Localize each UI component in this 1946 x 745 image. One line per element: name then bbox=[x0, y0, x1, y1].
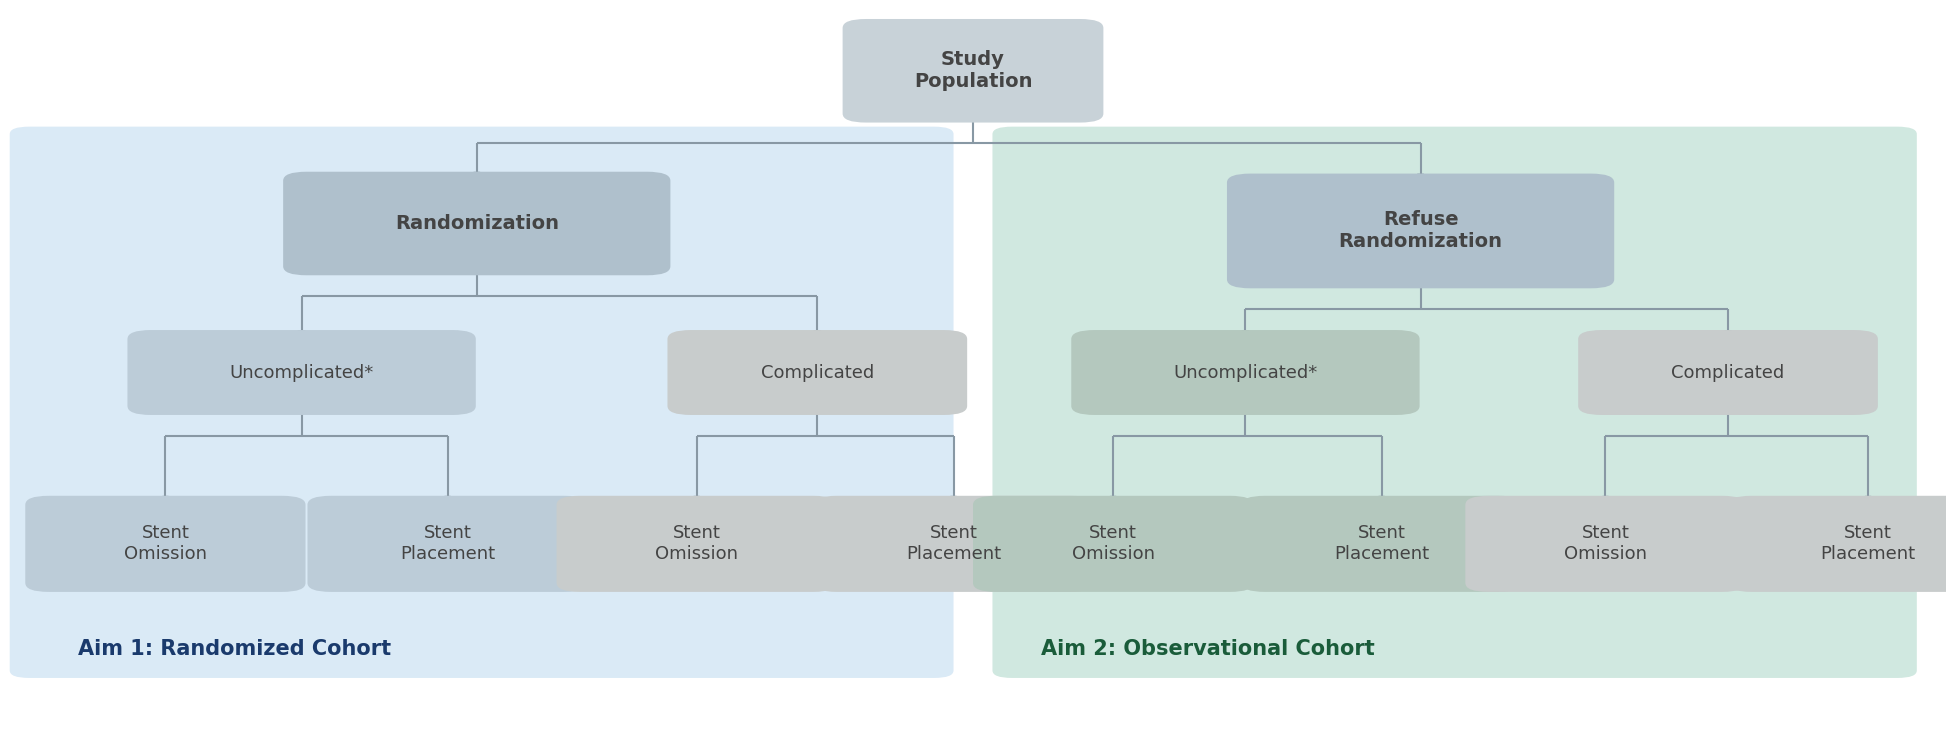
Text: Stent
Omission: Stent Omission bbox=[656, 524, 738, 563]
FancyBboxPatch shape bbox=[284, 172, 669, 276]
FancyBboxPatch shape bbox=[25, 496, 306, 592]
FancyBboxPatch shape bbox=[10, 127, 954, 678]
Text: Stent
Placement: Stent Placement bbox=[1821, 524, 1915, 563]
FancyBboxPatch shape bbox=[992, 127, 1917, 678]
FancyBboxPatch shape bbox=[1242, 496, 1522, 592]
FancyBboxPatch shape bbox=[1728, 496, 1946, 592]
FancyBboxPatch shape bbox=[1465, 496, 1746, 592]
FancyBboxPatch shape bbox=[843, 19, 1103, 123]
FancyBboxPatch shape bbox=[813, 496, 1094, 592]
Text: Stent
Omission: Stent Omission bbox=[1565, 524, 1646, 563]
FancyBboxPatch shape bbox=[1578, 330, 1878, 415]
Text: Uncomplicated*: Uncomplicated* bbox=[230, 364, 374, 381]
FancyBboxPatch shape bbox=[557, 496, 837, 592]
FancyBboxPatch shape bbox=[973, 496, 1253, 592]
Text: Stent
Placement: Stent Placement bbox=[1335, 524, 1428, 563]
Text: Stent
Omission: Stent Omission bbox=[125, 524, 206, 563]
Text: Stent
Omission: Stent Omission bbox=[1072, 524, 1154, 563]
Text: Uncomplicated*: Uncomplicated* bbox=[1173, 364, 1317, 381]
FancyBboxPatch shape bbox=[1226, 174, 1613, 288]
Text: Stent
Placement: Stent Placement bbox=[907, 524, 1000, 563]
FancyBboxPatch shape bbox=[667, 330, 967, 415]
Text: Complicated: Complicated bbox=[1672, 364, 1784, 381]
Text: Study
Population: Study Population bbox=[915, 50, 1031, 92]
Text: Refuse
Randomization: Refuse Randomization bbox=[1339, 210, 1502, 252]
Text: Aim 1: Randomized Cohort: Aim 1: Randomized Cohort bbox=[78, 639, 391, 659]
FancyBboxPatch shape bbox=[128, 330, 475, 415]
FancyBboxPatch shape bbox=[307, 496, 588, 592]
Text: Stent
Placement: Stent Placement bbox=[401, 524, 494, 563]
Text: Randomization: Randomization bbox=[395, 214, 559, 233]
Text: Complicated: Complicated bbox=[761, 364, 874, 381]
Text: Aim 2: Observational Cohort: Aim 2: Observational Cohort bbox=[1041, 639, 1376, 659]
FancyBboxPatch shape bbox=[1070, 330, 1421, 415]
